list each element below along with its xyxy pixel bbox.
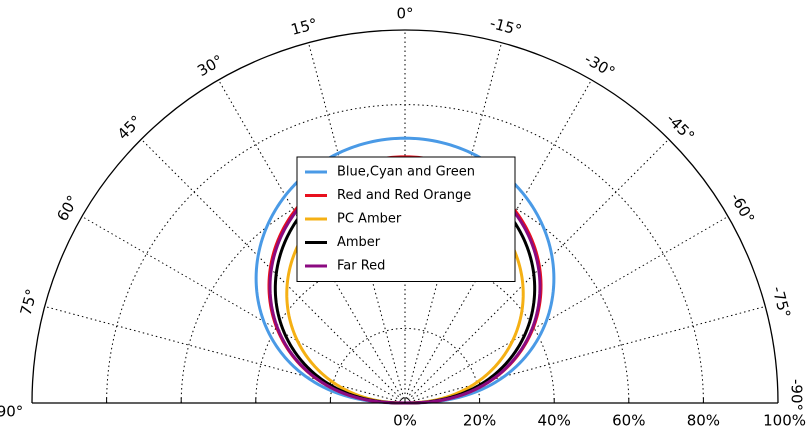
angle-tick-label: -45° (663, 110, 698, 145)
legend-box (296, 156, 516, 282)
angle-tick-label: 60° (53, 192, 82, 224)
radial-tick-label: 0% (393, 412, 417, 430)
legend-label: Red and Red Orange (337, 188, 471, 203)
legend: Blue,Cyan and Green Red and Red Orange PC … (296, 156, 516, 282)
angle-tick-label: -75° (768, 284, 794, 320)
angle-tick-label: 45° (114, 112, 146, 144)
radial-tick-label: 20% (463, 412, 496, 430)
angular-gridline (404, 42, 503, 404)
radial-tick-label: 40% (538, 412, 571, 430)
radial-tick-label: 80% (687, 412, 720, 430)
polar-frame (31, 29, 779, 404)
angular-gridline (218, 79, 406, 404)
angle-tick-label: -15° (488, 14, 524, 40)
angle-tick-label: 0° (396, 5, 413, 23)
radial-tick-label: 60% (612, 412, 645, 430)
angular-gridline (404, 216, 729, 404)
angle-tick-label: 15° (289, 15, 319, 39)
radial-tick-label: 100% (763, 412, 806, 430)
outer-arc (31, 29, 779, 404)
angular-gridline (44, 305, 406, 404)
angle-tick-label: 75° (17, 287, 41, 317)
angular-gridline (404, 79, 592, 404)
angular-gridline (81, 216, 406, 404)
legend-label: Far Red (337, 259, 385, 274)
angle-tick-label: -90° (788, 379, 806, 411)
legend-label: Blue,Cyan and Green (337, 165, 475, 180)
legend-label: PC Amber (337, 212, 402, 227)
angular-gridline (404, 138, 670, 404)
angular-gridline (140, 138, 406, 404)
angle-tick-label: 90° (0, 403, 23, 421)
angular-gridline (404, 305, 766, 404)
series-line-0 (254, 136, 556, 405)
angular-gridline (307, 42, 406, 404)
angle-tick-label: 30° (194, 51, 226, 80)
legend-label: Amber (337, 235, 381, 250)
